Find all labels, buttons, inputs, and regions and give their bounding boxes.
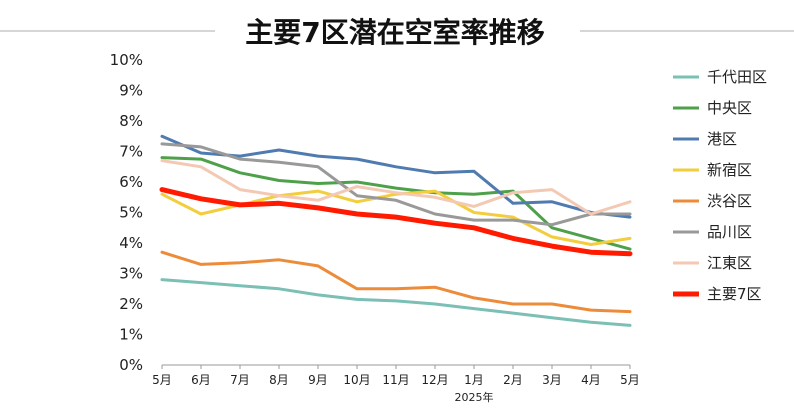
x-tick-label: 5月: [152, 373, 172, 387]
legend-label: 新宿区: [707, 161, 752, 179]
y-tick-label: 3%: [119, 265, 143, 283]
series-line: [160, 159, 632, 216]
chart-title: 主要7区潜在空室率推移: [245, 16, 544, 49]
y-tick-label: 0%: [119, 356, 143, 374]
y-tick-label: 7%: [119, 143, 143, 161]
series-line: [159, 187, 633, 257]
y-axis: 0% 1% 2% 3% 4% 5% 6% 7% 8% 9% 10%: [110, 51, 143, 374]
y-tick-label: 1%: [119, 326, 143, 344]
y-tick-label: 2%: [119, 295, 143, 313]
y-tick-label: 5%: [119, 204, 143, 222]
chart-title-group: 主要7区潜在空室率推移: [0, 16, 794, 49]
x-tick-label: 1月: [464, 373, 484, 387]
x-year-label: 2025年: [455, 390, 494, 404]
series-line: [160, 142, 632, 227]
y-tick-label: 9%: [119, 82, 143, 100]
x-tick-label: 2月: [503, 373, 523, 387]
x-tick-label: 7月: [230, 373, 250, 387]
legend-label: 千代田区: [707, 68, 767, 86]
series-line: [160, 156, 632, 251]
legend-label: 港区: [707, 130, 737, 148]
x-tick-label: 3月: [542, 373, 562, 387]
x-tick-label: 4月: [581, 373, 601, 387]
x-axis: 5月 6月 7月 8月 9月 10月 11月 12月 1月 2月 3月 4月 5月 2025年: [152, 364, 640, 404]
x-tick-label: 5月: [620, 373, 640, 387]
legend-label: 主要7区: [707, 285, 762, 303]
x-tick-label: 9月: [308, 373, 328, 387]
y-tick-label: 8%: [119, 112, 143, 130]
x-tick-label: 8月: [269, 373, 289, 387]
x-tick-label: 6月: [191, 373, 211, 387]
x-tick-label: 11月: [382, 373, 409, 387]
legend-label: 渋谷区: [707, 192, 752, 210]
y-tick-label: 10%: [110, 51, 143, 69]
series-line: [160, 250, 632, 314]
y-tick-label: 6%: [119, 173, 143, 191]
series-line: [160, 134, 632, 219]
x-tick-label: 12月: [421, 373, 448, 387]
legend-label: 中央区: [707, 99, 752, 117]
legend-label: 江東区: [707, 254, 752, 272]
series-line: [160, 278, 632, 327]
x-tick-label: 10月: [343, 373, 370, 387]
y-tick-label: 4%: [119, 234, 143, 252]
plot-area: [159, 134, 633, 327]
legend-label: 品川区: [707, 223, 752, 241]
